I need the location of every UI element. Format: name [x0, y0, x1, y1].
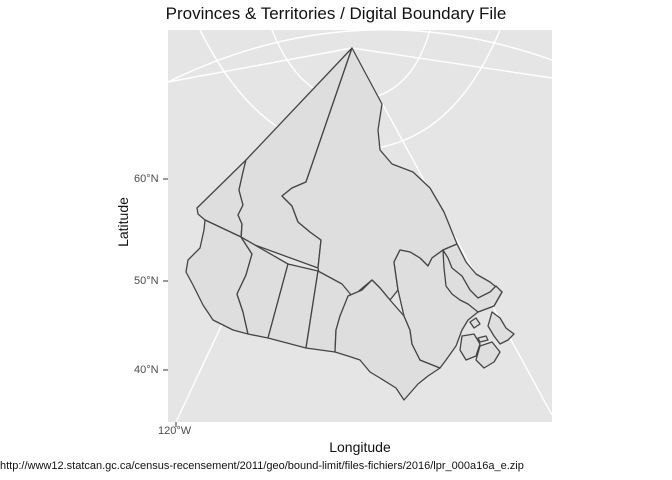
- region-nova-scotia: [475, 341, 501, 369]
- y-tick-label: 40°N: [134, 364, 159, 376]
- region-newfoundland-labrador: [442, 249, 503, 313]
- x-axis-title: Longitude: [329, 439, 391, 455]
- y-tick-label: 50°N: [134, 275, 159, 287]
- map-title: Provinces & Territories / Digital Bounda…: [165, 4, 507, 23]
- source-caption: http://www12.statcan.gc.ca/census-recens…: [0, 460, 524, 472]
- meridian-lines: [167, 47, 353, 83]
- parallel-lines: [167, 29, 553, 83]
- y-tick-label: 60°N: [134, 173, 159, 185]
- y-axis-title: Latitude: [115, 197, 131, 247]
- x-tick-label: 120°W: [158, 425, 192, 437]
- province-borders: [185, 47, 515, 401]
- axis-ticks: [163, 178, 177, 427]
- region-ontario: [334, 279, 441, 401]
- region-newfoundland-island: [487, 311, 515, 345]
- meridian-lines: [351, 47, 553, 79]
- region-quebec: [393, 243, 503, 369]
- region-island: [469, 317, 481, 329]
- region-new-brunswick: [459, 333, 481, 361]
- region-pei: [477, 335, 489, 343]
